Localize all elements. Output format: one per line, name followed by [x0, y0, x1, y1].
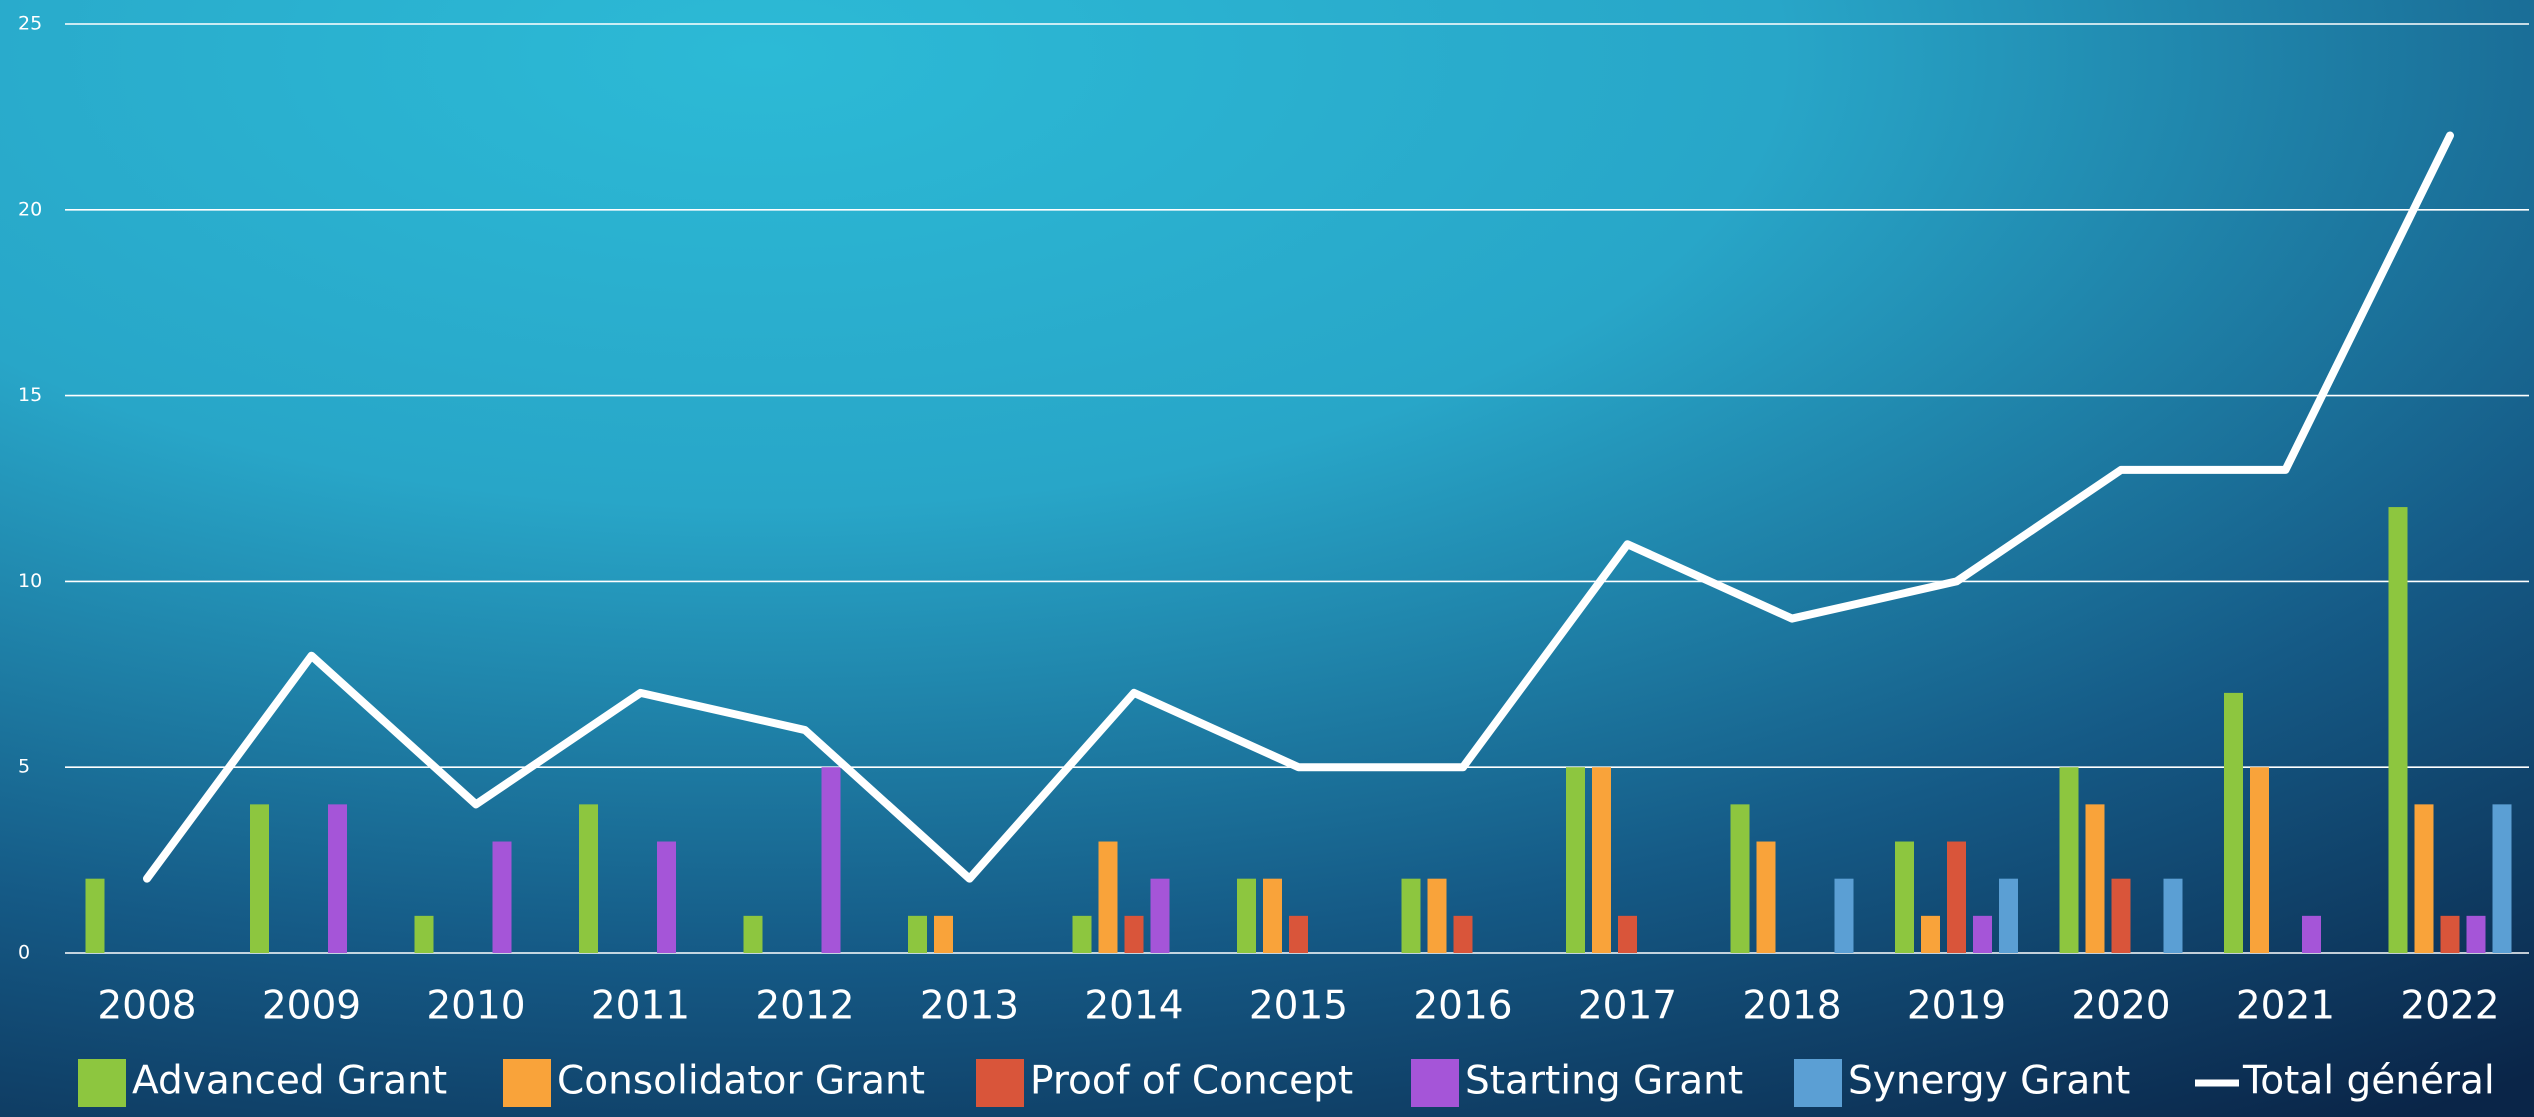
legend-marker: [503, 1059, 551, 1107]
x-tick-label: 2022: [2400, 984, 2499, 1029]
x-tick-label: 2014: [1084, 984, 1183, 1029]
x-tick-label: 2019: [1907, 984, 2006, 1029]
bar: [2224, 692, 2243, 953]
bar: [657, 841, 676, 953]
bar: [1834, 878, 1854, 953]
bar: [2250, 767, 2269, 953]
bar: [2388, 507, 2408, 953]
bar: [1401, 878, 1421, 953]
legend-label: Starting Grant: [1465, 1059, 1743, 1104]
bar: [1921, 915, 1940, 953]
bar: [1756, 841, 1776, 953]
bar: [1730, 804, 1750, 953]
bar: [2492, 804, 2512, 953]
bar: [250, 804, 269, 953]
y-tick-label: 10: [18, 570, 42, 592]
bar: [2163, 878, 2183, 953]
bar: [1566, 767, 1585, 953]
x-tick-label: 2009: [262, 984, 361, 1029]
legend-label: Advanced Grant: [132, 1059, 447, 1104]
x-tick-label: 2013: [920, 984, 1019, 1029]
x-tick-label: 2021: [2236, 984, 2335, 1029]
bar: [2440, 915, 2460, 953]
y-tick-label: 5: [18, 756, 30, 778]
legend-marker: [976, 1059, 1024, 1107]
bar: [328, 804, 347, 953]
legend-marker: [1411, 1059, 1459, 1107]
x-tick-label: 2020: [2071, 984, 2170, 1029]
x-tick-label: 2018: [1742, 984, 1841, 1029]
bar: [1098, 841, 1118, 953]
x-tick-label: 2017: [1578, 984, 1677, 1029]
bar: [1289, 915, 1308, 953]
bar: [1592, 767, 1611, 953]
bar: [2085, 804, 2105, 953]
y-tick-label: 0: [18, 942, 30, 964]
legend-marker: [1794, 1059, 1842, 1107]
bar: [1618, 915, 1637, 953]
bar: [908, 915, 927, 953]
bar: [492, 841, 512, 953]
bar: [1150, 878, 1170, 953]
bar: [2466, 915, 2486, 953]
bar: [1453, 915, 1473, 953]
bar: [579, 804, 598, 953]
bar: [2302, 915, 2321, 953]
legend-label: Total général: [2242, 1059, 2495, 1104]
x-tick-label: 2011: [591, 984, 690, 1029]
bar: [821, 767, 841, 953]
bar: [743, 915, 763, 953]
bar: [85, 878, 105, 953]
x-tick-label: 2012: [755, 984, 854, 1029]
bar: [2111, 878, 2131, 953]
bar: [1263, 878, 1282, 953]
bar: [414, 915, 434, 953]
bar: [1999, 878, 2018, 953]
legend-label: Consolidator Grant: [557, 1059, 925, 1104]
bar: [1237, 878, 1256, 953]
x-tick-label: 2010: [426, 984, 525, 1029]
bar: [1973, 915, 1992, 953]
bar: [2059, 767, 2079, 953]
x-tick-label: 2016: [1413, 984, 1512, 1029]
bar: [1427, 878, 1447, 953]
y-tick-label: 15: [18, 384, 42, 406]
line: [143, 131, 2454, 883]
x-tick-label: 2008: [97, 984, 196, 1029]
legend-label: Synergy Grant: [1848, 1059, 2130, 1104]
bar: [1124, 915, 1144, 953]
x-tick-label: 2015: [1249, 984, 1348, 1029]
bar: [2414, 804, 2434, 953]
legend-label: Proof of Concept: [1030, 1059, 1353, 1104]
legend-marker: [78, 1059, 126, 1107]
bar: [934, 915, 953, 953]
y-tick-label: 25: [18, 13, 42, 35]
y-tick-label: 20: [18, 198, 42, 220]
bar: [1895, 841, 1914, 953]
bar: [1947, 841, 1966, 953]
bar: [1072, 915, 1092, 953]
